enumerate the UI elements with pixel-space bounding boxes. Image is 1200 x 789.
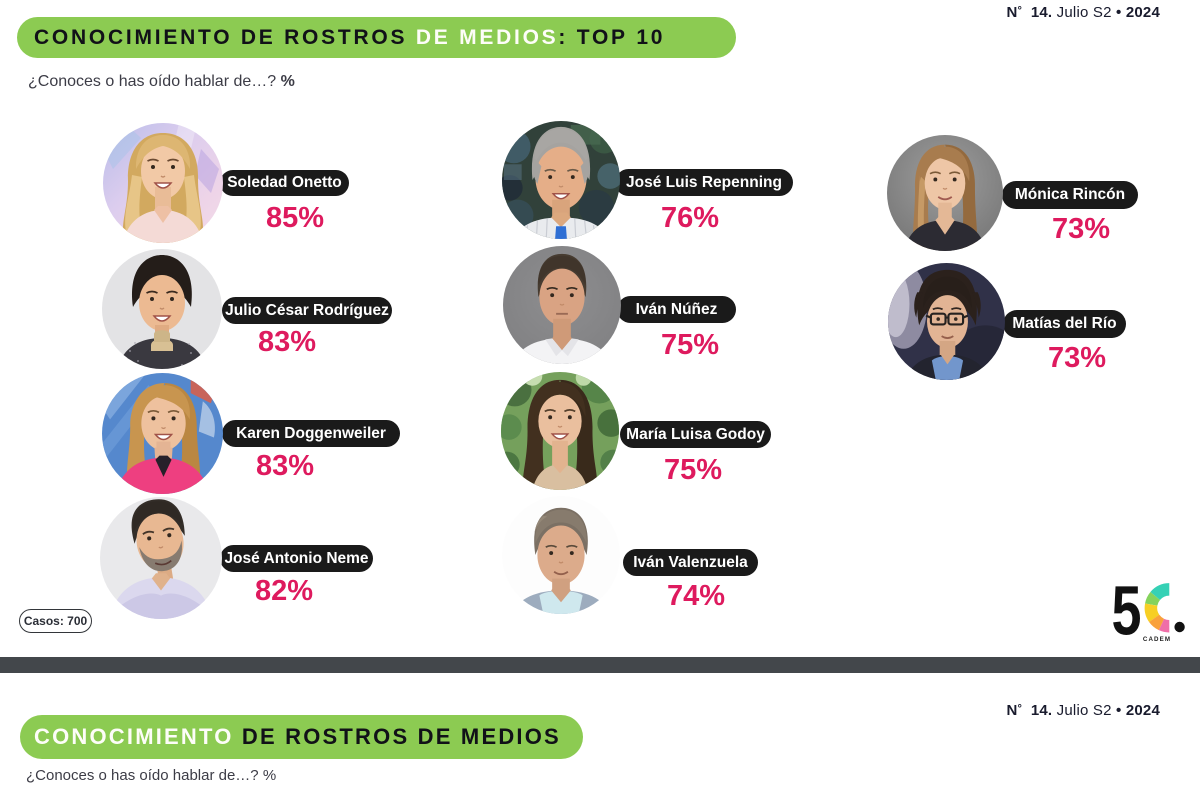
svg-text:CADEM: CADEM: [1143, 636, 1171, 643]
svg-text:5: 5: [1112, 580, 1142, 644]
